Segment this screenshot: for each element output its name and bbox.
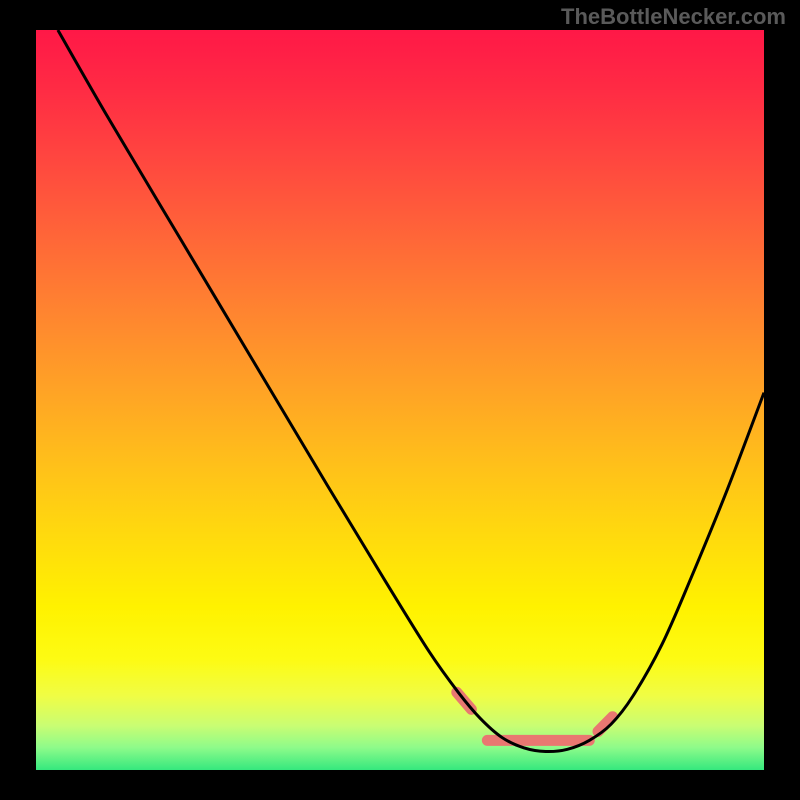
watermark-text: TheBottleNecker.com — [561, 4, 786, 30]
chart-plot-area — [36, 30, 764, 770]
performance-curve — [58, 30, 764, 752]
chart-curve-layer — [36, 30, 764, 770]
